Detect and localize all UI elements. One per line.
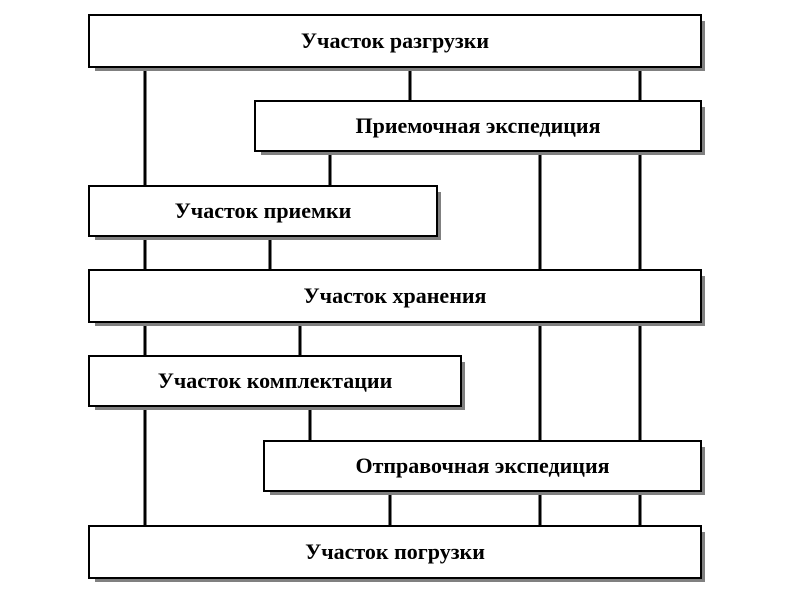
node-label: Участок хранения [304, 283, 487, 309]
flow-node: Участок разгрузки [88, 14, 698, 64]
node-label: Отправочная экспедиция [355, 453, 609, 479]
node-face: Участок погрузки [88, 525, 702, 579]
node-face: Отправочная экспедиция [263, 440, 702, 492]
flow-node: Отправочная экспедиция [263, 440, 698, 488]
flow-node: Участок хранения [88, 269, 698, 319]
node-face: Участок хранения [88, 269, 702, 323]
node-label: Участок комплектации [158, 368, 393, 394]
node-face: Участок комплектации [88, 355, 462, 407]
flow-node: Участок погрузки [88, 525, 698, 575]
flow-node: Приемочная экспедиция [254, 100, 698, 148]
node-label: Участок приемки [175, 198, 352, 224]
node-face: Участок разгрузки [88, 14, 702, 68]
node-label: Участок разгрузки [301, 28, 489, 54]
node-face: Приемочная экспедиция [254, 100, 702, 152]
node-label: Участок погрузки [305, 539, 485, 565]
flow-node: Участок приемки [88, 185, 434, 233]
flow-node: Участок комплектации [88, 355, 458, 403]
node-face: Участок приемки [88, 185, 438, 237]
node-label: Приемочная экспедиция [355, 113, 600, 139]
diagram-canvas: Участок разгрузки Приемочная экспедиция Уч… [0, 0, 800, 600]
